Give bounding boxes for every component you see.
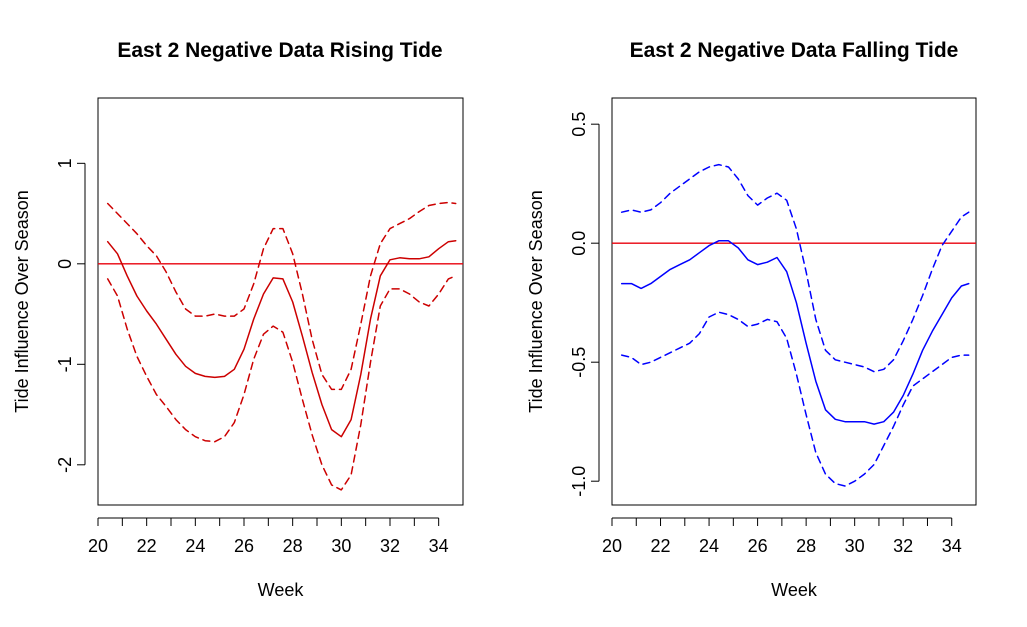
chart-title: East 2 Negative Data Rising Tide (117, 39, 442, 62)
x-axis-label: Week (771, 580, 818, 600)
chart-title: East 2 Negative Data Falling Tide (630, 39, 959, 62)
y-tick-label: 0.0 (569, 231, 589, 256)
x-tick-label: 26 (748, 536, 768, 556)
y-tick-label: -2 (55, 457, 75, 473)
x-tick-label: 28 (283, 536, 303, 556)
y-tick-label: -1.0 (569, 466, 589, 497)
x-axis-label: Week (258, 580, 305, 600)
upper-bound-line (106, 201, 457, 391)
x-tick-label: 24 (699, 536, 719, 556)
x-tick-label: 34 (942, 536, 962, 556)
lower-bound-line (106, 275, 457, 491)
x-tick-label: 32 (380, 536, 400, 556)
x-tick-label: 26 (234, 536, 254, 556)
plot-frame (611, 97, 977, 506)
x-tick-label: 22 (651, 536, 671, 556)
y-tick-label: 0 (55, 259, 75, 269)
x-tick-label: 28 (796, 536, 816, 556)
plot-frame (97, 97, 464, 506)
x-tick-label: 34 (429, 536, 449, 556)
y-tick-label: 0.5 (569, 112, 589, 137)
estimate-line (106, 239, 457, 438)
x-tick-label: 22 (137, 536, 157, 556)
falling-tide-panel: East 2 Negative Data Falling Tide 20 22 24 2… (526, 39, 977, 600)
x-tick-label: 30 (845, 536, 865, 556)
upper-bound-line (620, 163, 970, 373)
y-tick-label: -0.5 (569, 347, 589, 378)
x-tick-label: 20 (88, 536, 108, 556)
x-tick-label: 30 (331, 536, 351, 556)
y-axis-label: Tide Influence Over Season (12, 190, 32, 412)
y-axis-label: Tide Influence Over Season (526, 190, 546, 412)
x-tick-label: 32 (893, 536, 913, 556)
estimate-line (620, 240, 970, 425)
lower-bound-line (620, 311, 970, 487)
y-tick-label: 1 (55, 158, 75, 168)
x-tick-label: 20 (602, 536, 622, 556)
y-tick-label: -1 (55, 356, 75, 372)
x-tick-label: 24 (185, 536, 205, 556)
rising-tide-panel: East 2 Negative Data Rising Tide 20 22 24 26… (12, 39, 464, 600)
